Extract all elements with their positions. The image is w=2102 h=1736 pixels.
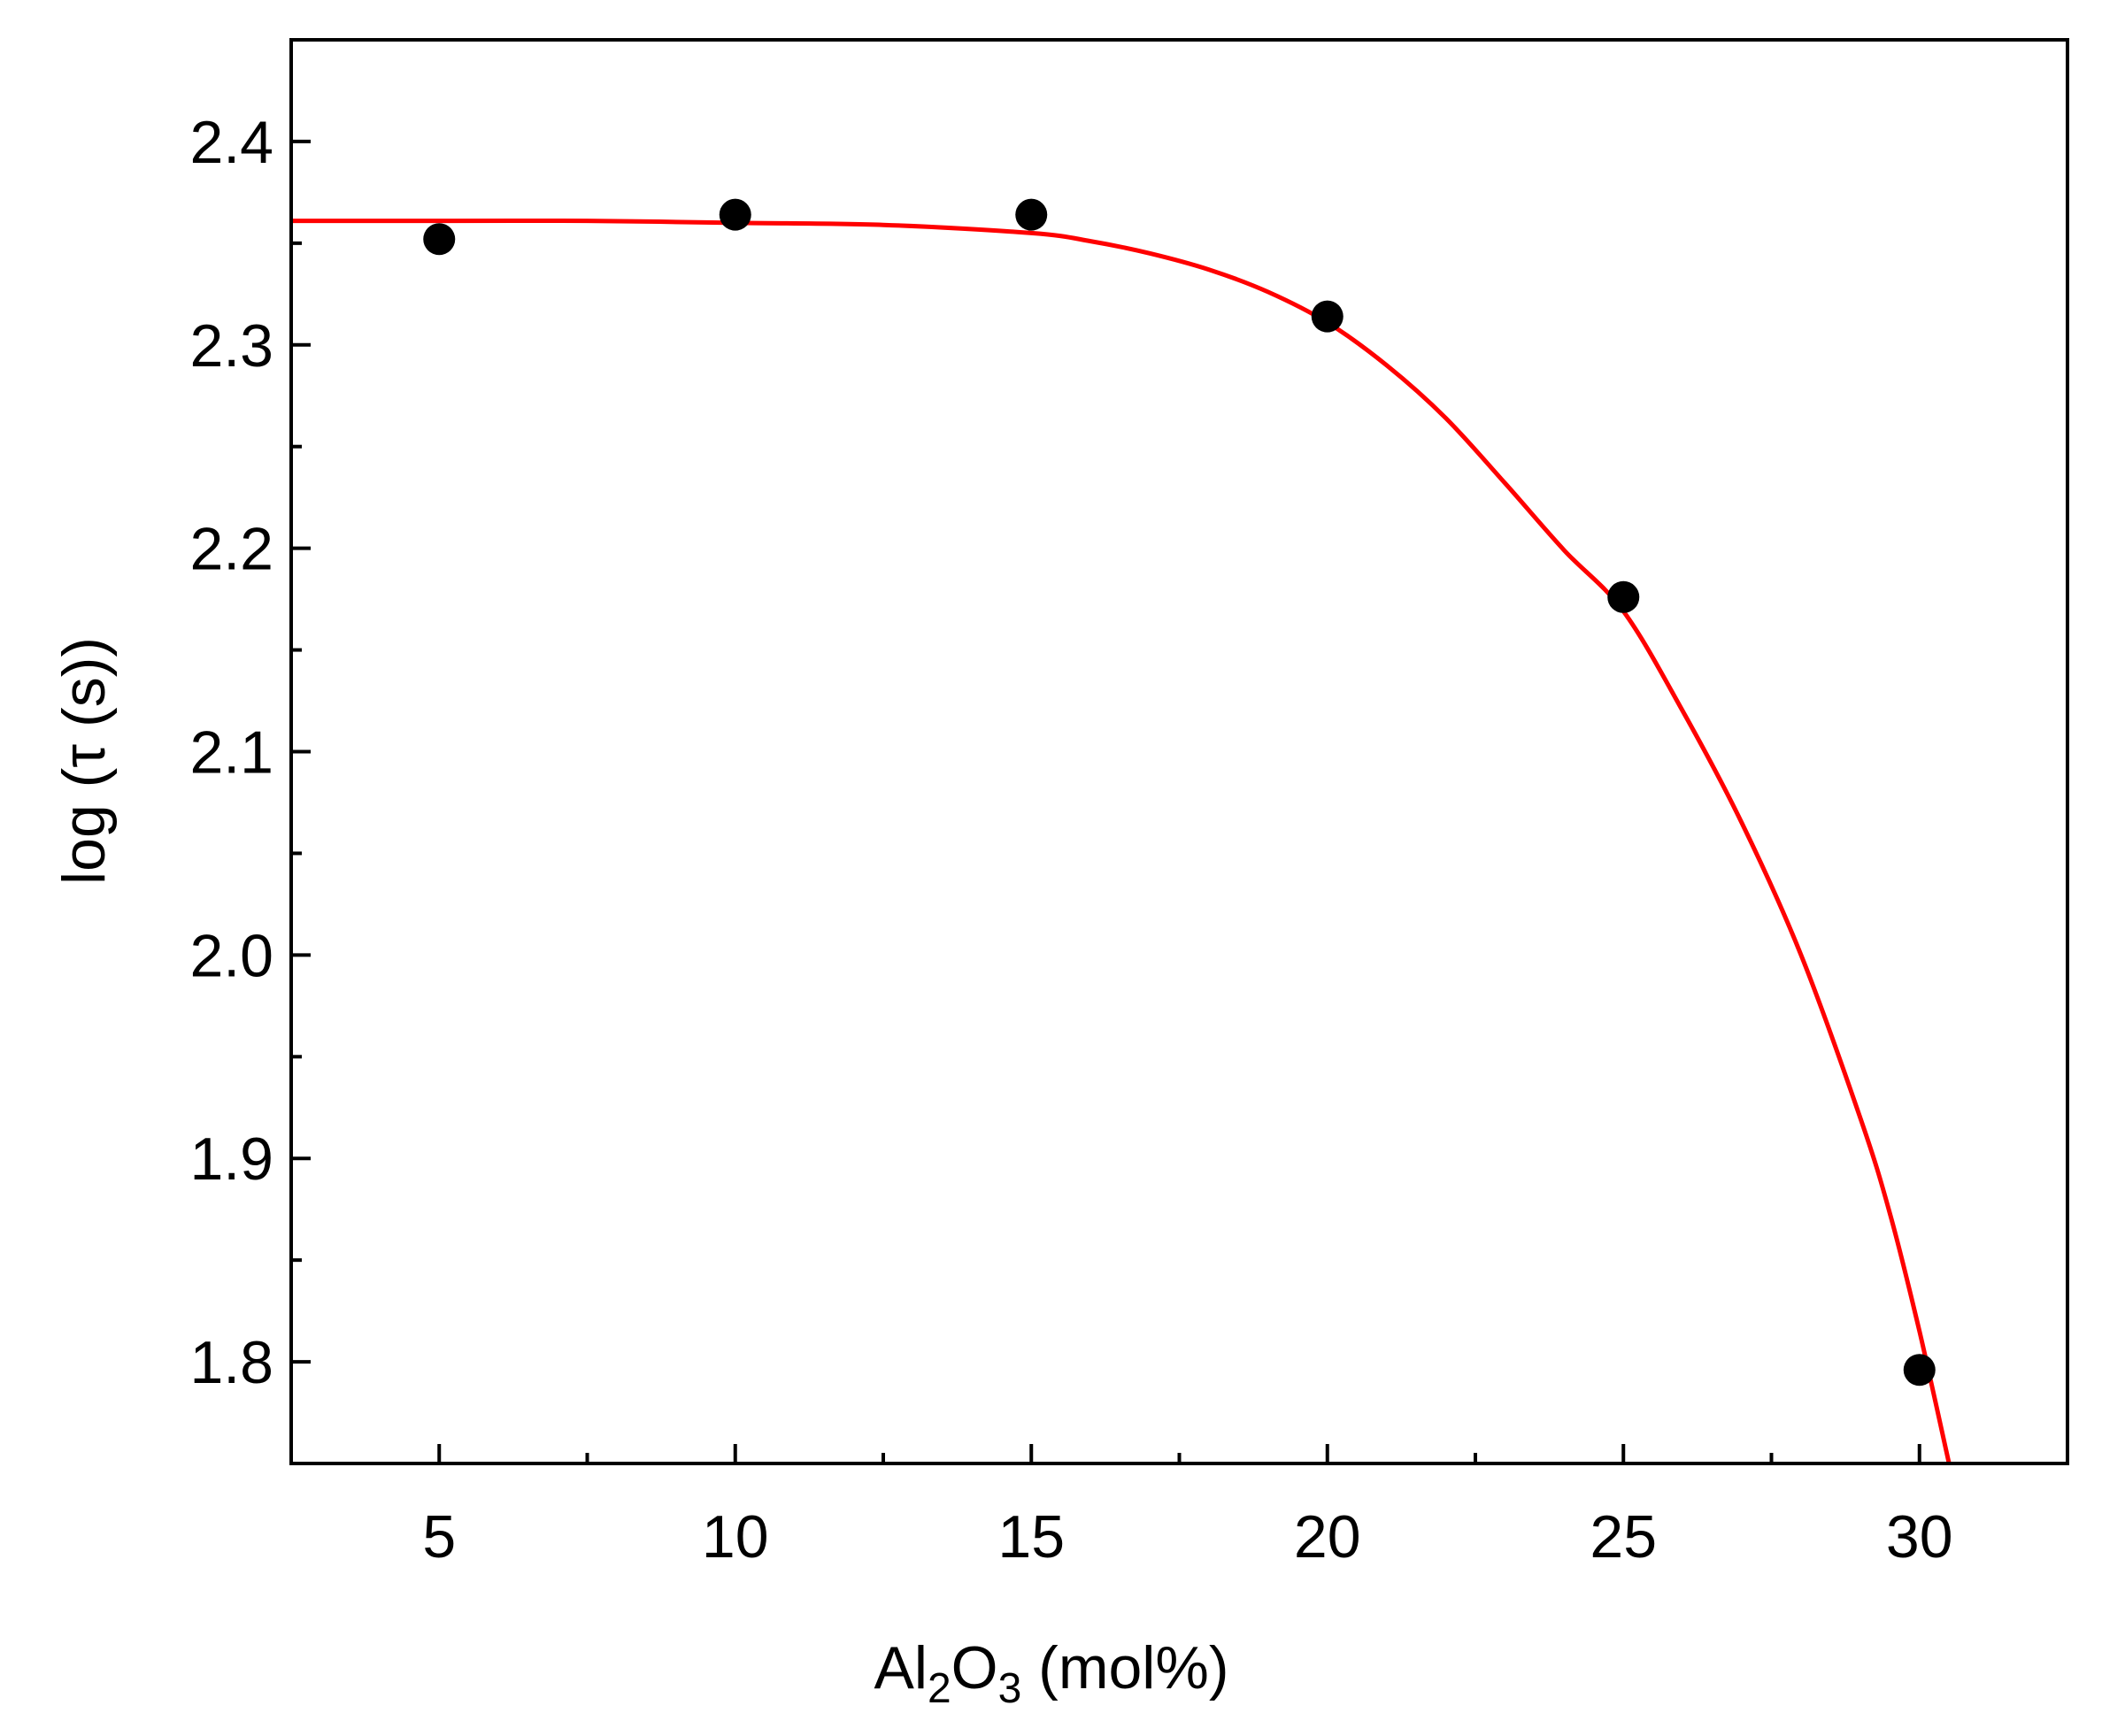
plot-frame xyxy=(289,38,2069,1465)
data-point xyxy=(1015,198,1048,231)
x-axis-title-tail: (mol%) xyxy=(1021,1634,1228,1701)
x-tick-label: 25 xyxy=(1590,1503,1657,1571)
x-axis-title-sub1: 2 xyxy=(928,1665,951,1712)
x-axis-title-main: Al xyxy=(874,1634,928,1701)
fit-line xyxy=(290,218,1952,1464)
x-tick-label: 30 xyxy=(1886,1503,1953,1571)
x-axis-title-sub2: 3 xyxy=(998,1665,1022,1712)
y-tick-label: 1.9 xyxy=(189,1125,273,1193)
x-tick-label: 15 xyxy=(997,1503,1065,1571)
y-tick-label: 1.8 xyxy=(189,1329,273,1396)
data-point xyxy=(423,223,456,256)
y-tick-label: 2.1 xyxy=(189,719,273,787)
x-tick-label: 10 xyxy=(702,1503,769,1571)
y-tick-label: 2.4 xyxy=(189,109,273,176)
data-point xyxy=(719,198,751,231)
major-ticks xyxy=(291,139,1921,1463)
y-tick-label: 2.3 xyxy=(189,312,273,380)
tick-labels: 5 10 15 20 25 30 1.8 1.9 2.0 2.1 2.2 2.3 2.4 xyxy=(189,109,1952,1571)
x-axis-title: Al2O3 (mol%) xyxy=(874,1634,1229,1712)
data-point xyxy=(1607,580,1640,613)
y-tick-label: 2.2 xyxy=(189,516,273,583)
data-points xyxy=(423,198,1936,1386)
data-point xyxy=(1311,300,1344,333)
data-point xyxy=(1903,1354,1936,1386)
y-tick-label: 2.0 xyxy=(189,922,273,989)
x-tick-label: 5 xyxy=(422,1503,456,1571)
x-tick-label: 20 xyxy=(1294,1503,1361,1571)
y-axis-title: log (τ (s)) xyxy=(50,637,118,885)
x-axis-title-mid: O xyxy=(951,1634,998,1701)
